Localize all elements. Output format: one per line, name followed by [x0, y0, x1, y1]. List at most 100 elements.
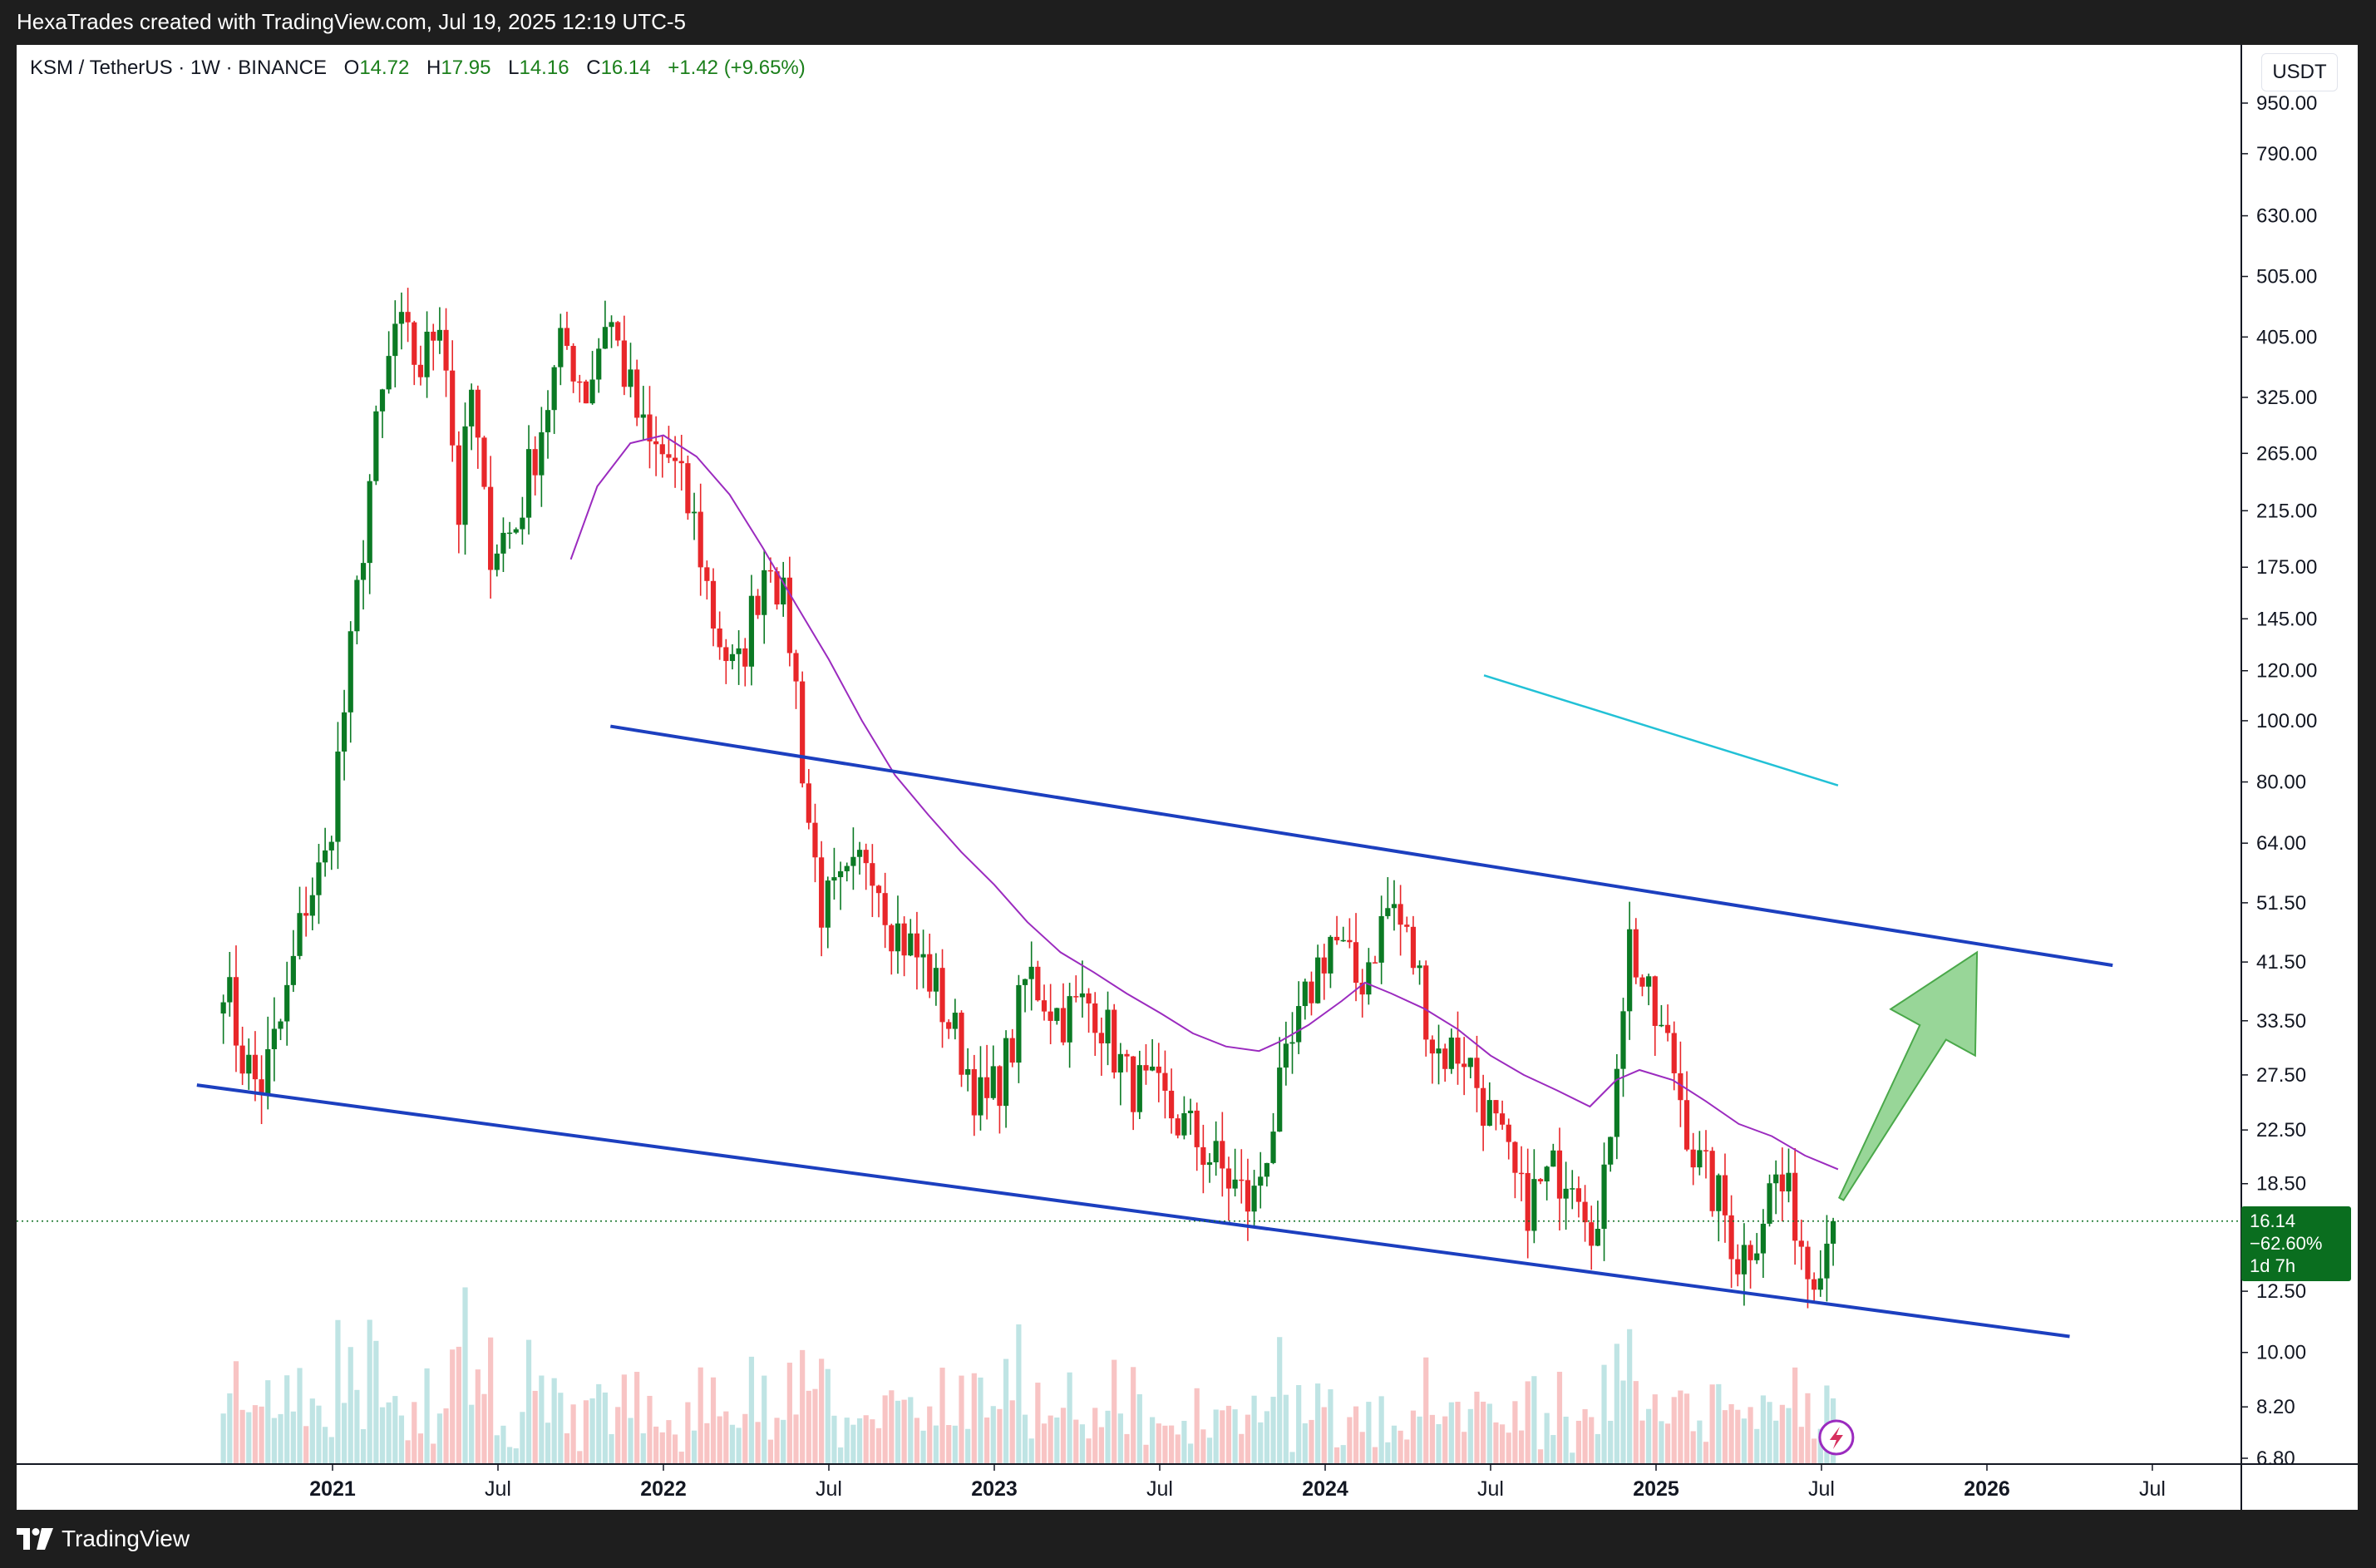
- volume-bar: [475, 1369, 481, 1464]
- volume-bar: [1474, 1391, 1480, 1464]
- volume-bar: [800, 1349, 806, 1464]
- price-tick-label: 265.00: [2256, 442, 2317, 465]
- volume-bar: [1423, 1357, 1429, 1464]
- volume-bar: [1092, 1408, 1098, 1464]
- price-tick-label: 12.50: [2256, 1280, 2306, 1303]
- candle-body: [1722, 1175, 1728, 1215]
- volume-bar: [965, 1428, 971, 1464]
- price-tick-label: 120.00: [2256, 660, 2317, 683]
- price-tick-label: 175.00: [2256, 556, 2317, 579]
- candle-body: [1200, 1146, 1206, 1166]
- price-tick-label: 41.50: [2256, 951, 2306, 974]
- candle-body: [494, 553, 500, 570]
- volume-bar: [252, 1405, 259, 1464]
- candle-body: [825, 880, 831, 928]
- volume-bar: [933, 1425, 939, 1464]
- chart-canvas[interactable]: 950.00 790.00 630.00 505.00 405.00 325.00 265.…: [17, 45, 2358, 1510]
- candle-body: [1117, 1053, 1123, 1072]
- volume-bar: [412, 1402, 417, 1464]
- volume-bar: [564, 1432, 570, 1464]
- volume-bar: [634, 1372, 640, 1464]
- volume-bar: [1467, 1408, 1473, 1464]
- volume-bar: [602, 1392, 608, 1464]
- candle-body: [379, 389, 386, 412]
- cyan-trendline: [1483, 674, 1839, 786]
- candle-body: [863, 850, 869, 864]
- volume-bar: [1054, 1417, 1060, 1464]
- candle-body: [1225, 1168, 1232, 1189]
- volume-bar: [570, 1404, 576, 1464]
- volume-bar: [271, 1418, 277, 1464]
- volume-bar: [469, 1404, 475, 1464]
- candle-body: [729, 653, 736, 662]
- volume-bar: [348, 1347, 353, 1464]
- symbol-name[interactable]: KSM / TetherUS · 1W · BINANCE: [30, 57, 327, 79]
- candle-body: [1481, 1087, 1486, 1127]
- candle-body: [1340, 939, 1346, 942]
- candle-body: [1550, 1150, 1556, 1167]
- close-value: 16.14: [600, 57, 651, 79]
- candle-body: [997, 1066, 1003, 1107]
- volume-bar: [1601, 1364, 1607, 1464]
- candle-body: [710, 580, 717, 629]
- volume-bar: [959, 1375, 964, 1464]
- volume-bar: [1595, 1433, 1600, 1464]
- volume-bar: [303, 1426, 309, 1464]
- candle-body: [500, 532, 506, 554]
- volume-bar: [341, 1403, 348, 1464]
- candle-body: [456, 445, 461, 525]
- candle-body: [927, 954, 933, 992]
- candle-body: [443, 329, 449, 371]
- volume-bar: [1767, 1402, 1772, 1464]
- candle-body: [959, 1013, 964, 1075]
- currency-unit-button[interactable]: USDT: [2261, 53, 2338, 91]
- price-tick-label: 51.50: [2256, 892, 2306, 915]
- volume-bar: [1003, 1358, 1009, 1464]
- candle-body: [1086, 993, 1092, 1003]
- volume-bar: [220, 1413, 226, 1464]
- close-label: C: [586, 57, 601, 79]
- volume-bar: [1041, 1423, 1048, 1464]
- volume-bar: [1544, 1413, 1550, 1464]
- candle-body: [303, 913, 309, 916]
- candle-body: [1467, 1058, 1473, 1068]
- volume-bar: [1556, 1371, 1563, 1464]
- candle-body: [1697, 1150, 1703, 1168]
- volume-bar: [850, 1424, 856, 1464]
- volume-bar: [767, 1439, 773, 1464]
- candle-body: [436, 329, 442, 341]
- volume-bar: [405, 1440, 411, 1464]
- tradingview-logo[interactable]: TradingView: [17, 1510, 190, 1568]
- volume-bar: [1239, 1433, 1245, 1464]
- volume-bar: [1105, 1410, 1111, 1464]
- candle-body: [1067, 996, 1072, 1043]
- volume-bar: [246, 1412, 252, 1464]
- volume-bar: [1512, 1401, 1518, 1464]
- volume-bar: [1315, 1383, 1321, 1464]
- candle-body: [558, 328, 564, 367]
- volume-bar: [672, 1434, 678, 1464]
- candle-body: [328, 841, 334, 851]
- last-price-tag: 16.14 −62.60% 1d 7h: [2241, 1206, 2351, 1281]
- candle-body: [990, 1066, 996, 1098]
- volume-bar: [831, 1415, 837, 1464]
- candle-body: [786, 577, 792, 653]
- candle-body: [284, 984, 290, 1022]
- candle-body: [506, 532, 513, 535]
- candle-body: [1798, 1240, 1804, 1247]
- candle-body: [850, 856, 856, 866]
- candle-body: [373, 411, 379, 481]
- candle-body: [1124, 1053, 1130, 1057]
- candle-body: [1716, 1175, 1722, 1211]
- candle-body: [297, 913, 303, 956]
- candle-body: [1486, 1100, 1492, 1127]
- candle-body: [450, 370, 456, 446]
- candle-body: [1328, 936, 1333, 974]
- candle-body: [1035, 966, 1041, 1001]
- candle-body: [767, 570, 773, 572]
- volume-bar: [278, 1413, 283, 1464]
- candle-body: [469, 389, 475, 427]
- candle-body: [1830, 1220, 1836, 1244]
- candle-body: [570, 346, 576, 382]
- volume-bar: [997, 1408, 1003, 1464]
